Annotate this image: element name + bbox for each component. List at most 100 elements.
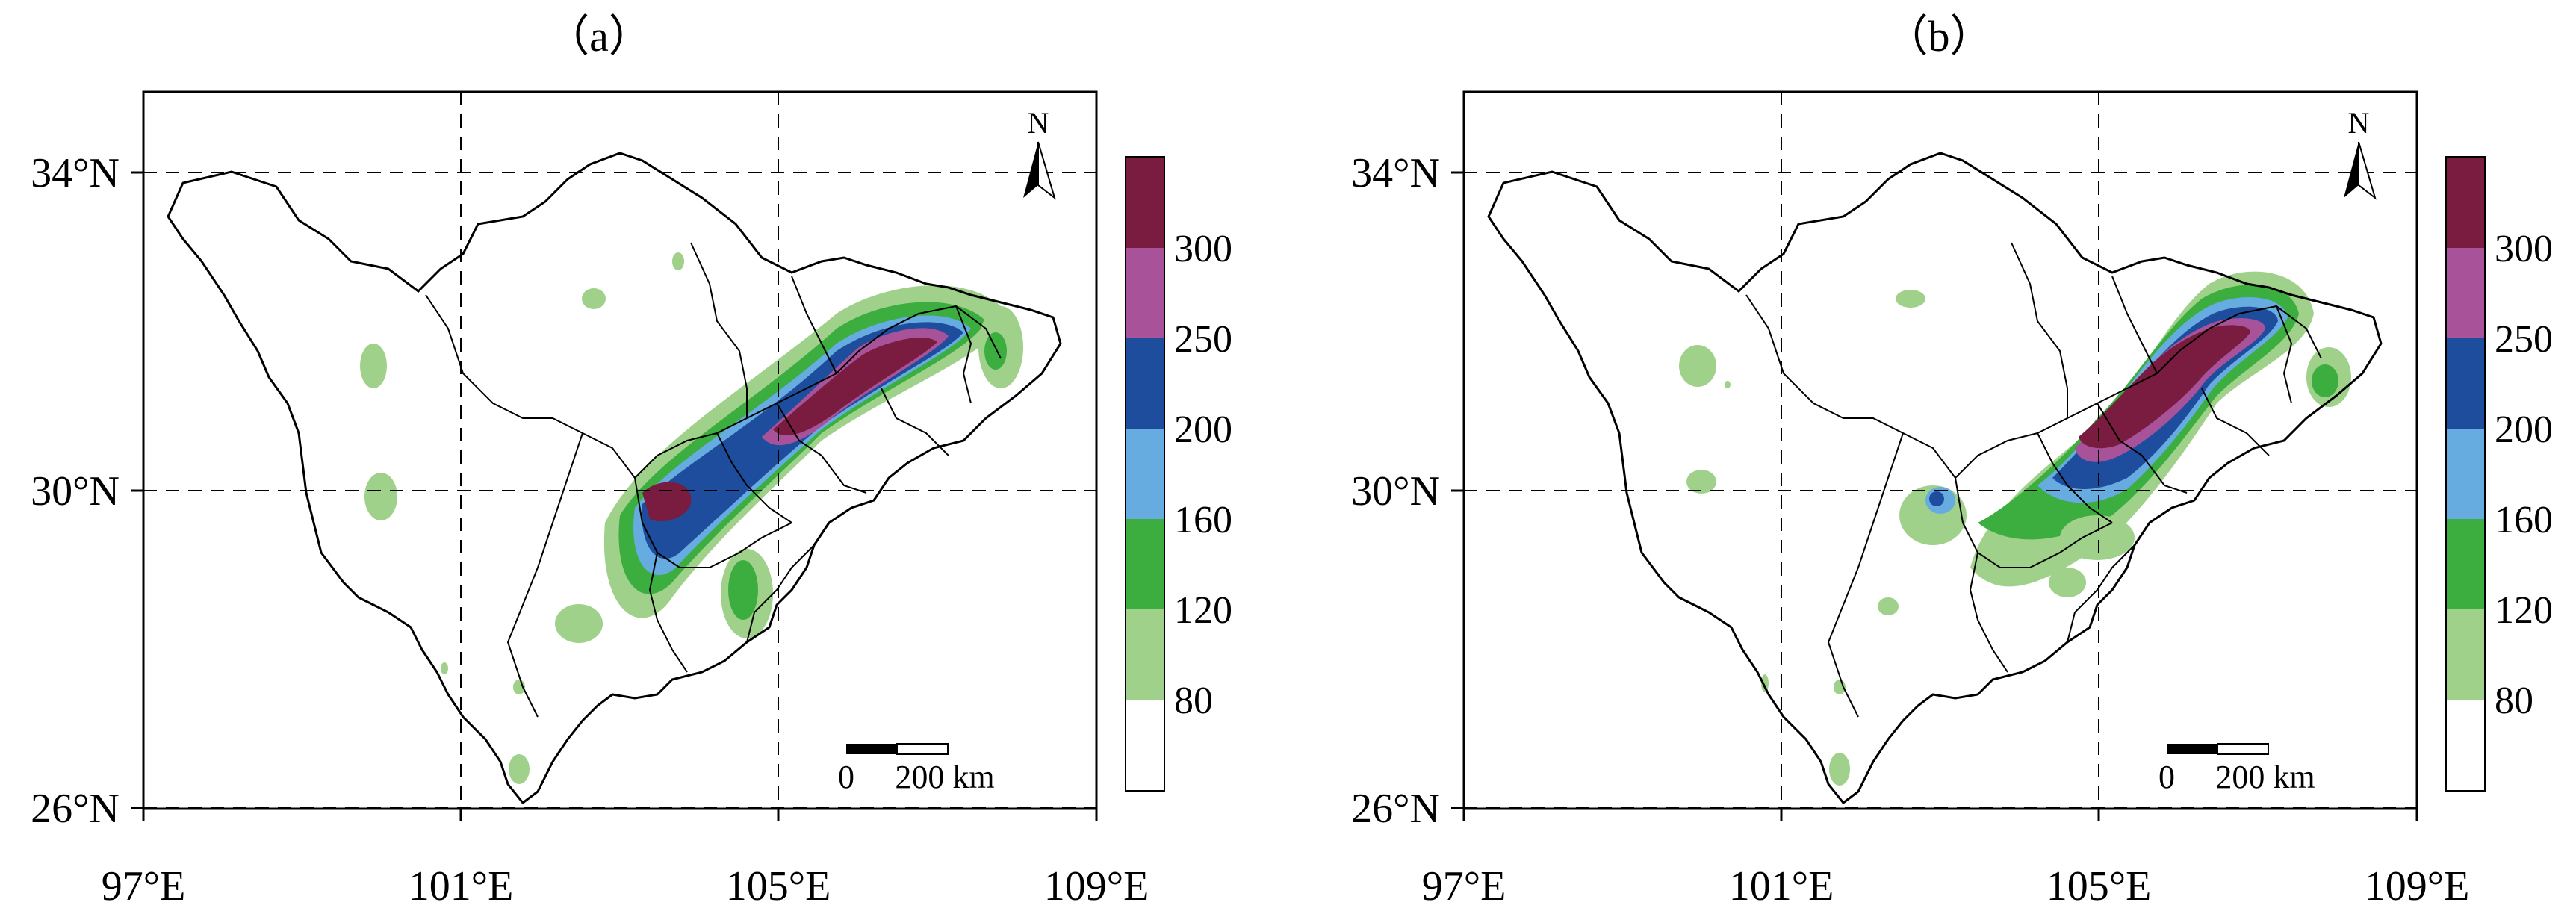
contour-80: [509, 754, 530, 784]
scale-bar-black: [2167, 744, 2217, 754]
province-boundary: [167, 152, 1062, 805]
colorbar-label: 80: [2495, 680, 2533, 722]
panel-title: （b）: [1884, 12, 1993, 60]
y-tick-label: 34°N: [31, 150, 120, 196]
panel-b: （b）: [1351, 12, 2553, 910]
scale-bar: 0 200 km: [2158, 743, 2315, 795]
north-arrow-right-half: [2358, 141, 2377, 200]
colorbar-swatch-300: [2446, 157, 2485, 248]
contour-80: [1896, 290, 1925, 308]
colorbar-swatch-120: [2446, 519, 2485, 609]
scale-bar-black: [846, 744, 897, 754]
map-frame: [142, 90, 1098, 810]
colorbar-border: [2445, 156, 2486, 792]
city-boundaries: [425, 242, 1002, 718]
x-tick-label: 109°E: [1044, 863, 1149, 910]
contour-200: [1929, 491, 1944, 506]
x-tick-label: 101°E: [1729, 863, 1834, 910]
colorbar-swatch-80: [2446, 609, 2485, 700]
contour-80: [1761, 674, 1769, 692]
panel-a: （a）: [31, 12, 1232, 910]
y-tick-label: 30°N: [1351, 468, 1440, 515]
colorbar-label: 200: [2495, 408, 2553, 451]
y-tick-label: 26°N: [31, 786, 120, 832]
contour-80: [1679, 345, 1716, 387]
x-tick-label: 97°E: [102, 863, 186, 910]
colorbar-label: 160: [1174, 499, 1232, 541]
contour-80: [1686, 470, 1716, 494]
colorbar-label: 300: [1174, 228, 1232, 270]
contour-80: [2049, 568, 2086, 597]
scale-bar-white: [2217, 743, 2269, 755]
gridlines: [143, 92, 1096, 809]
colorbar-swatch-200: [2446, 338, 2485, 429]
north-label: N: [2348, 106, 2370, 140]
colorbar-label: 80: [1174, 680, 1213, 722]
province-boundary: [1487, 152, 2383, 805]
north-arrow-left-half: [2344, 142, 2359, 198]
north-arrow-left-half: [1023, 142, 1038, 198]
contour-fills: [360, 252, 1023, 784]
x-tick-label: 105°E: [2046, 863, 2152, 910]
tick-marks: [131, 171, 1098, 821]
colorbar-label: 200: [1174, 408, 1232, 451]
y-tick-label: 30°N: [31, 468, 120, 515]
colorbar-swatch-0: [2446, 700, 2485, 791]
colorbar-swatch-300: [1126, 157, 1164, 248]
colorbar-swatch-0: [1126, 700, 1164, 791]
colorbar-label: 120: [1174, 589, 1232, 632]
north-arrow: N: [2344, 106, 2377, 200]
contour-120: [984, 332, 1007, 370]
scale-start-label: 0: [838, 759, 854, 795]
colorbar: 300 250 200 160 120 80: [1125, 156, 1232, 792]
scale-end-label: 200 km: [2215, 759, 2315, 795]
contour-80: [360, 344, 387, 388]
contour-300: [773, 338, 937, 436]
scale-bar: 0 200 km: [838, 743, 995, 795]
colorbar-swatch-160: [1126, 429, 1164, 519]
colorbar-swatch-160: [2446, 429, 2485, 519]
colorbar-swatch-120: [1126, 519, 1164, 609]
colorbar-label: 160: [2495, 499, 2553, 541]
colorbar-swatch-80: [1126, 609, 1164, 700]
colorbar-label: 250: [1174, 318, 1232, 361]
panel-title: （a）: [546, 12, 652, 60]
colorbar-swatch-200: [1126, 338, 1164, 429]
scale-end-label: 200 km: [895, 759, 994, 795]
scale-bar-white: [896, 743, 949, 755]
contour-120: [728, 560, 758, 620]
tick-marks: [1451, 171, 2418, 821]
colorbar-swatch-250: [1126, 248, 1164, 338]
colorbar-border: [1125, 156, 1165, 792]
scale-start-label: 0: [2158, 759, 2175, 795]
map-frame: [1462, 90, 2418, 810]
north-arrow: N: [1023, 106, 1056, 200]
contour-80: [2060, 515, 2135, 560]
y-tick-label: 34°N: [1351, 150, 1440, 196]
colorbar-swatch-250: [2446, 248, 2485, 338]
north-label: N: [1028, 106, 1049, 140]
colorbar: 300 250 200 160 120 80: [2445, 156, 2553, 792]
x-tick-label: 109°E: [2365, 863, 2470, 910]
colorbar-label: 120: [2495, 589, 2553, 632]
x-tick-label: 105°E: [726, 863, 831, 910]
contour-80: [441, 662, 448, 674]
contour-300: [2079, 325, 2250, 449]
contour-80: [1878, 597, 1899, 615]
colorbar-label: 250: [2495, 318, 2553, 361]
y-tick-label: 26°N: [1351, 786, 1440, 832]
contour-300: [642, 482, 692, 522]
contour-80: [1829, 753, 1850, 786]
contour-120: [2312, 364, 2338, 397]
contour-80: [364, 473, 397, 520]
x-tick-label: 97°E: [1422, 863, 1506, 910]
north-arrow-right-half: [1037, 141, 1056, 200]
contour-80: [582, 288, 606, 309]
gridlines: [1464, 92, 2417, 809]
contour-80: [555, 604, 603, 643]
colorbar-label: 300: [2495, 228, 2553, 270]
city-boundaries: [1745, 242, 2322, 718]
contour-fills: [1679, 271, 2351, 786]
x-tick-label: 101°E: [409, 863, 514, 910]
